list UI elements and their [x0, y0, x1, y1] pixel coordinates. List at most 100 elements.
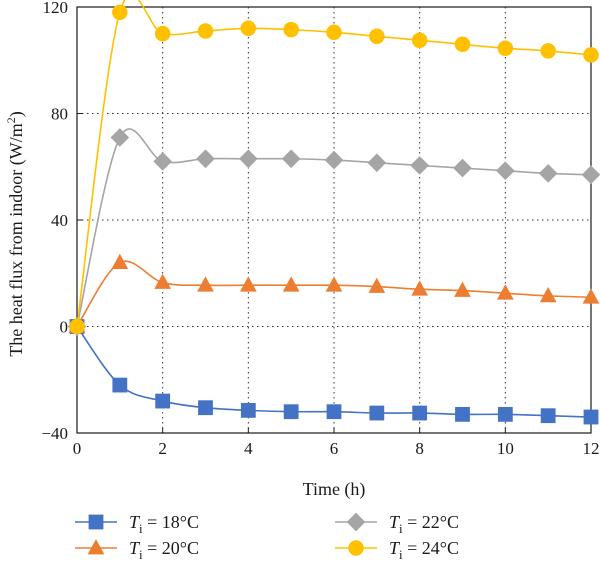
data-point-square [198, 400, 213, 416]
data-point-square [240, 402, 256, 418]
data-point-square [112, 377, 128, 393]
legend-label-var: T [389, 538, 401, 558]
series-4 [69, 0, 599, 335]
legend-label-var: T [389, 512, 401, 532]
data-point-circle [240, 20, 257, 37]
data-point-diamond [496, 161, 515, 181]
y-axis-title-main: The heat flux from indoor (W/m [6, 123, 27, 356]
x-tick-label: 2 [158, 439, 167, 458]
data-point-square [583, 409, 599, 425]
data-point-square [326, 404, 342, 420]
y-tick-label: 40 [51, 211, 68, 230]
series-1 [69, 319, 599, 425]
data-point-triangle [325, 276, 343, 292]
data-point-diamond [153, 152, 172, 171]
data-point-circle [326, 24, 342, 41]
data-point-circle [69, 318, 85, 335]
axis-ticks: 0 2 4 6 8 10 12 −40 0 40 80 120 [41, 0, 599, 458]
y-tick-label: −40 [41, 424, 68, 443]
legend-label-sub: i [399, 547, 403, 562]
data-point-square [412, 405, 428, 421]
legend-label-var: T [129, 538, 141, 558]
legend-marker-triangle [87, 539, 105, 555]
y-axis-title-sup: 2 [4, 117, 18, 123]
legend-label-rest: = 18°C [143, 512, 199, 532]
data-point-triangle [111, 253, 129, 269]
data-point-square [283, 404, 299, 420]
data-point-square [455, 406, 470, 422]
legend-label-sub: i [399, 521, 403, 536]
data-point-circle [411, 32, 428, 49]
data-point-circle [540, 43, 556, 59]
legend-marker-square [88, 514, 104, 530]
plot-frame [76, 6, 592, 434]
series-line [76, 260, 592, 327]
x-tick-label: 0 [73, 439, 82, 458]
x-axis-title: Time (h) [303, 479, 366, 500]
legend-item: Ti = 18°C [75, 512, 199, 536]
series-layer [67, 0, 600, 425]
y-axis-title: The heat flux from indoor (W/m2) [4, 111, 27, 356]
data-point-circle [197, 23, 214, 39]
data-point-square [497, 406, 513, 422]
data-point-circle [454, 36, 471, 53]
y-axis-title-end: ) [6, 111, 27, 117]
data-point-diamond [239, 149, 258, 169]
data-point-triangle [454, 281, 471, 297]
legend-label: Ti = 20°C [129, 538, 199, 562]
data-point-triangle [197, 276, 214, 292]
data-point-circle [112, 4, 128, 21]
data-point-square [155, 393, 171, 409]
data-point-circle [583, 47, 599, 63]
legend-label-var: T [129, 512, 141, 532]
legend-item: Ti = 24°C [335, 538, 459, 562]
legend-label-rest: = 22°C [403, 512, 459, 532]
legend-label-rest: = 20°C [143, 538, 199, 558]
x-tick-label: 8 [415, 439, 424, 458]
data-point-diamond [281, 149, 301, 169]
data-point-triangle [239, 276, 257, 292]
y-tick-label: 120 [43, 0, 69, 17]
x-tick-label: 12 [583, 439, 600, 458]
legend-label: Ti = 24°C [389, 538, 459, 562]
legend-label: Ti = 22°C [389, 512, 459, 536]
series-3 [67, 128, 600, 336]
data-point-square [540, 408, 556, 424]
legend: Ti = 18°CTi = 20°CTi = 22°CTi = 24°C [75, 512, 459, 562]
legend-label: Ti = 18°C [129, 512, 199, 536]
data-point-triangle [154, 273, 172, 289]
data-point-circle [154, 25, 171, 42]
legend-marker-diamond [346, 512, 366, 532]
data-point-diamond [367, 153, 387, 173]
data-point-diamond [581, 165, 600, 185]
y-tick-label: 0 [60, 318, 69, 337]
data-point-diamond [196, 149, 215, 169]
data-point-triangle [582, 288, 600, 304]
data-point-diamond [538, 164, 558, 183]
grid-lines [77, 7, 591, 433]
data-point-triangle [411, 280, 429, 296]
data-point-triangle [496, 284, 514, 300]
x-tick-label: 4 [244, 439, 253, 458]
data-point-diamond [324, 150, 344, 170]
data-point-circle [283, 21, 299, 38]
legend-marker-circle [348, 540, 364, 556]
legend-label-sub: i [139, 547, 143, 562]
data-point-circle [497, 40, 514, 57]
data-point-triangle [539, 287, 557, 303]
legend-label-rest: = 24°C [403, 538, 459, 558]
data-point-triangle [282, 276, 300, 292]
data-point-triangle [368, 277, 386, 293]
data-point-diamond [453, 158, 472, 178]
legend-label-sub: i [139, 521, 143, 536]
data-point-square [369, 405, 385, 421]
legend-item: Ti = 20°C [75, 538, 199, 562]
legend-item: Ti = 22°C [335, 512, 459, 536]
x-tick-label: 6 [330, 439, 339, 458]
data-point-diamond [410, 156, 429, 175]
data-point-circle [369, 28, 385, 45]
data-point-diamond [110, 128, 130, 147]
y-tick-label: 80 [51, 105, 68, 124]
x-tick-label: 10 [497, 439, 514, 458]
